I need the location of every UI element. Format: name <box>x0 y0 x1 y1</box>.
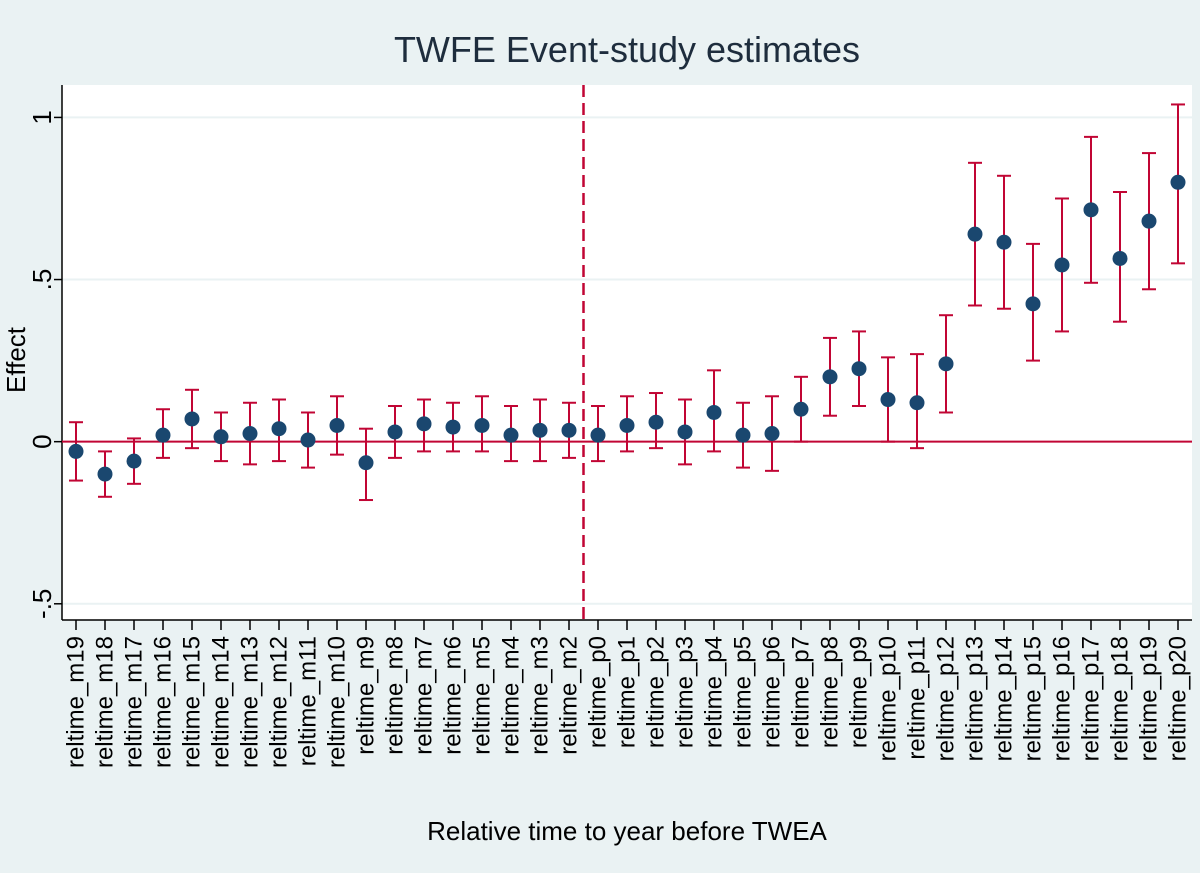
x-tick-label: reltime_p9 <box>846 636 873 748</box>
y-tick-label: .5 <box>27 269 57 291</box>
estimate-point <box>358 455 374 471</box>
x-tick-label: reltime_p20 <box>1165 636 1192 761</box>
x-tick-label: reltime_m12 <box>266 636 293 768</box>
x-tick-label: reltime_m14 <box>208 636 235 768</box>
estimate-point <box>474 417 490 433</box>
x-tick-label: reltime_p0 <box>585 636 612 748</box>
x-tick-label: reltime_p12 <box>933 636 960 761</box>
x-tick-label: reltime_p3 <box>672 636 699 748</box>
x-tick-label: reltime_m4 <box>498 636 525 755</box>
estimate-point <box>793 401 809 417</box>
y-tick-label: 1 <box>27 110 57 124</box>
x-tick-label: reltime_p17 <box>1078 636 1105 761</box>
estimate-point <box>387 424 403 440</box>
estimate-point <box>445 419 461 435</box>
x-tick-label: reltime_p1 <box>614 636 641 748</box>
x-tick-label: reltime_p4 <box>701 636 728 748</box>
estimate-point <box>851 361 867 377</box>
estimate-point <box>619 417 635 433</box>
x-tick-label: reltime_m18 <box>92 636 119 768</box>
x-tick-label: reltime_p13 <box>962 636 989 761</box>
estimate-point <box>967 226 983 242</box>
x-tick-label: reltime_m9 <box>353 636 380 755</box>
estimate-point <box>561 422 577 438</box>
x-tick-label: reltime_p15 <box>1020 636 1047 761</box>
estimate-point <box>1141 213 1157 229</box>
x-tick-label: reltime_m5 <box>469 636 496 755</box>
estimate-point <box>416 416 432 432</box>
chart-title: TWFE Event-study estimates <box>394 29 860 70</box>
estimate-point <box>590 427 606 443</box>
y-axis-label: Effect <box>1 326 31 393</box>
x-tick-label: reltime_p7 <box>788 636 815 748</box>
estimate-point <box>735 427 751 443</box>
estimate-point <box>648 414 664 430</box>
estimate-point <box>126 453 142 469</box>
x-tick-label: reltime_p16 <box>1049 636 1076 761</box>
x-tick-label: reltime_p19 <box>1136 636 1163 761</box>
estimate-point <box>184 411 200 427</box>
estimate-point <box>677 424 693 440</box>
x-tick-label: reltime_m19 <box>63 636 90 768</box>
x-tick-label: reltime_p11 <box>904 636 931 760</box>
x-tick-label: reltime_m17 <box>121 636 148 768</box>
estimate-point <box>938 356 954 372</box>
x-tick-label: reltime_m3 <box>527 636 554 755</box>
estimate-point <box>271 421 287 437</box>
estimate-point <box>996 234 1012 250</box>
estimate-point <box>532 422 548 438</box>
plot-area <box>62 85 1192 620</box>
estimate-point <box>1025 296 1041 312</box>
estimate-point <box>329 417 345 433</box>
estimate-point <box>706 404 722 420</box>
x-tick-label: reltime_p5 <box>730 636 757 748</box>
x-tick-label: reltime_p10 <box>875 636 902 761</box>
estimate-point <box>1112 250 1128 266</box>
x-tick-label: reltime_p8 <box>817 636 844 748</box>
x-tick-label: reltime_m11 <box>295 636 322 766</box>
x-tick-label: reltime_m7 <box>411 636 438 755</box>
x-tick-label: reltime_p14 <box>991 636 1018 761</box>
estimate-point <box>242 426 258 442</box>
x-tick-label: reltime_p2 <box>643 636 670 748</box>
estimate-point <box>68 443 84 459</box>
x-tick-label: reltime_m13 <box>237 636 264 768</box>
x-tick-label: reltime_m15 <box>179 636 206 768</box>
estimate-point <box>97 466 113 482</box>
estimate-point <box>213 429 229 445</box>
y-tick-label: -.5 <box>27 589 57 619</box>
x-tick-label: reltime_m8 <box>382 636 409 755</box>
x-tick-label: reltime_m10 <box>324 636 351 768</box>
x-tick-label: reltime_p18 <box>1107 636 1134 761</box>
x-tick-label: reltime_m6 <box>440 636 467 755</box>
estimate-point <box>822 369 838 385</box>
estimate-point <box>503 427 519 443</box>
estimate-point <box>880 392 896 408</box>
estimate-point <box>300 432 316 448</box>
x-tick-label: reltime_m16 <box>150 636 177 768</box>
estimate-point <box>1083 202 1099 218</box>
x-tick-label: reltime_p6 <box>759 636 786 748</box>
estimate-point <box>909 395 925 411</box>
estimate-point <box>155 427 171 443</box>
estimate-point <box>1170 174 1186 190</box>
x-tick-label: reltime_m2 <box>556 636 583 755</box>
estimate-point <box>1054 257 1070 273</box>
x-axis-label: Relative time to year before TWEA <box>427 816 827 846</box>
estimate-point <box>764 426 780 442</box>
y-tick-label: 0 <box>27 434 57 448</box>
